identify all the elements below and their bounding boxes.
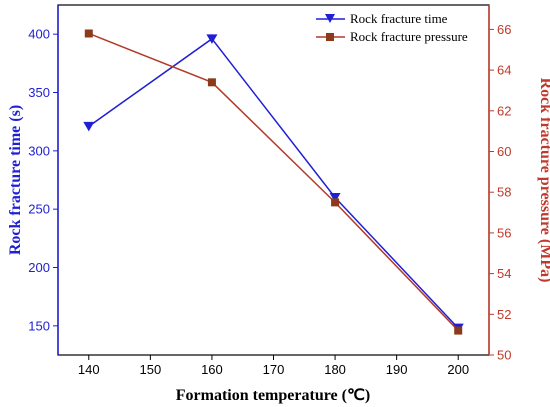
data-point-time — [83, 121, 95, 132]
x-tick-label: 150 — [140, 362, 162, 377]
series-layer — [83, 29, 464, 335]
x-tick-label: 170 — [263, 362, 285, 377]
y-left-tick-label: 300 — [28, 143, 50, 158]
legend-label-time: Rock fracture time — [350, 11, 448, 26]
x-tick-label: 140 — [78, 362, 100, 377]
legend-label-pressure: Rock fracture pressure — [350, 29, 468, 44]
y-right-tick-label: 52 — [497, 307, 511, 322]
y-left-tick-label: 400 — [28, 27, 50, 42]
y-left-axis-title: Rock fracture time (s) — [7, 105, 24, 255]
legend: Rock fracture time Rock fracture pressur… — [316, 11, 468, 44]
y-right-tick-label: 56 — [497, 225, 511, 240]
y-right-axis: 50 52 54 56 58 60 62 64 66 — [488, 5, 511, 363]
x-axis: 140 150 160 170 180 190 200 — [78, 355, 469, 377]
y-right-tick-label: 50 — [497, 348, 511, 363]
y-left-tick-label: 250 — [28, 202, 50, 217]
plot-frame — [57, 4, 490, 356]
y-right-tick-label: 54 — [497, 266, 511, 281]
y-left-tick-label: 150 — [28, 318, 50, 333]
series-line-0 — [88, 37, 459, 329]
legend-marker-time — [325, 14, 335, 23]
x-axis-title: Formation temperature (℃) — [176, 387, 371, 404]
y-right-tick-label: 60 — [497, 144, 511, 159]
x-tick-label: 200 — [447, 362, 469, 377]
legend-marker-pressure — [326, 33, 334, 41]
y-right-tick-label: 66 — [497, 22, 511, 37]
y-right-tick-label: 64 — [497, 63, 511, 78]
y-left-tick-label: 200 — [28, 260, 50, 275]
data-point-pressure — [207, 78, 216, 87]
y-left-axis: 150 200 250 300 350 400 — [28, 5, 59, 355]
y-right-tick-label: 58 — [497, 185, 511, 200]
series-line-1 — [88, 32, 459, 332]
data-point-time — [329, 193, 341, 203]
x-tick-label: 180 — [324, 362, 346, 377]
data-point-pressure — [331, 198, 340, 207]
y-left-tick-label: 350 — [28, 85, 50, 100]
data-point-pressure — [454, 326, 463, 335]
y-right-axis-title: Rock fracture pressure (MPa) — [537, 78, 550, 283]
data-point-time — [206, 34, 218, 44]
x-tick-label: 190 — [386, 362, 408, 377]
y-right-tick-label: 62 — [497, 103, 511, 118]
data-point-pressure — [84, 29, 93, 38]
x-tick-label: 160 — [201, 362, 223, 377]
